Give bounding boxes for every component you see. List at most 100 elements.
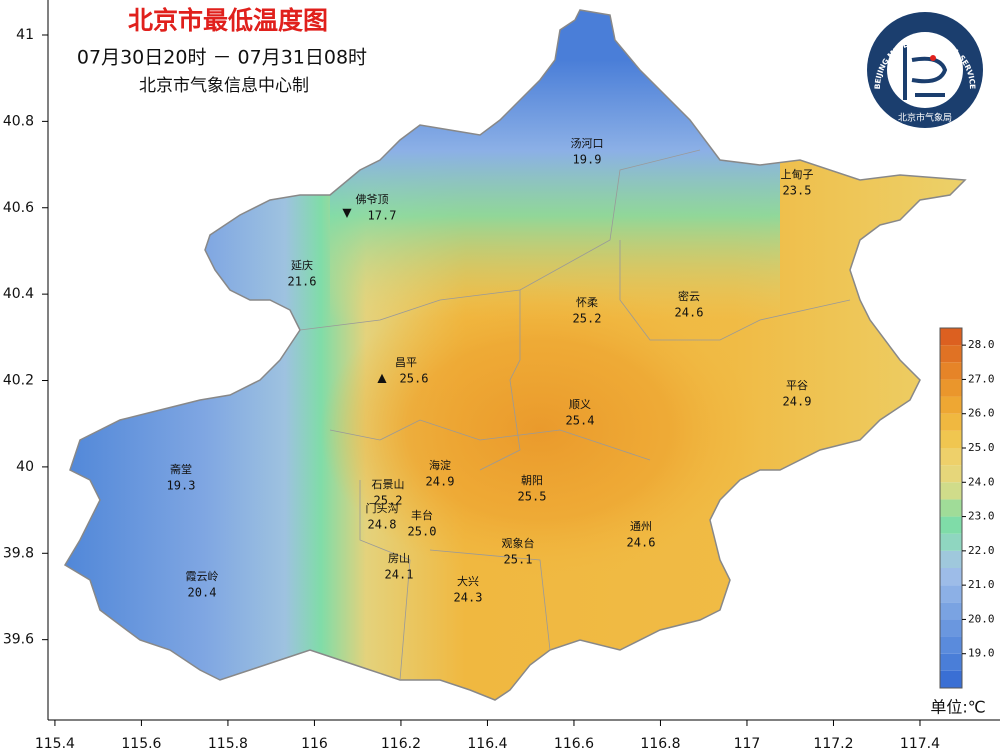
station-name: 门头沟 <box>366 501 399 515</box>
y-tick-label: 40.2 <box>3 373 34 389</box>
x-tick-label: 117.4 <box>900 736 940 752</box>
y-tick-label: 40.4 <box>3 286 34 302</box>
x-tick-label: 117.2 <box>813 736 853 752</box>
colorbar-segment <box>940 653 962 671</box>
station-value: 24.3 <box>454 591 483 605</box>
credit: 北京市气象信息中心制 <box>139 76 309 96</box>
station-value: 24.9 <box>426 475 455 489</box>
colorbar-segment <box>940 619 962 637</box>
colorbar-tick-label: 26.0 <box>968 407 995 420</box>
x-tick-label: 116.6 <box>554 736 594 752</box>
station-name: 朝阳 <box>521 474 543 487</box>
colorbar-segment <box>940 328 962 346</box>
district-lines <box>299 149 851 681</box>
unit: 单位:℃ <box>930 698 985 717</box>
station-name: 密云 <box>678 289 700 303</box>
colorbar-segment <box>940 636 962 654</box>
station-value: 25.2 <box>573 312 602 326</box>
colorbar-segment <box>940 499 962 517</box>
station-name: 霞云岭 <box>186 569 219 583</box>
station-name: 房山 <box>388 552 410 565</box>
y-tick-label: 40.8 <box>3 113 34 129</box>
colorbar-tick-label: 23.0 <box>968 510 995 523</box>
station-name: 观象台 <box>502 536 535 550</box>
colorbar-segment <box>940 550 962 568</box>
station-value: 20.4 <box>188 586 217 600</box>
station-name: 顺义 <box>569 398 591 411</box>
colorbar-segment <box>940 430 962 448</box>
colorbar-segment <box>940 533 962 551</box>
colorbar-segment <box>940 602 962 620</box>
x-tick-label: 115.8 <box>208 736 248 752</box>
station-name: 昌平 <box>395 356 417 369</box>
x-tick-label: 115.6 <box>121 736 161 752</box>
station-value: 25.2 <box>374 494 403 508</box>
x-tick-label: 115.4 <box>35 736 75 752</box>
station-name: 怀柔 <box>576 296 598 309</box>
station-name: 佛爷顶 <box>356 192 389 206</box>
logo: BEIJING METEOROLOGICAL SERVICE 北京市气象局 <box>867 12 983 128</box>
station-name: 大兴 <box>457 574 479 588</box>
station-name: 上甸子 <box>781 168 814 181</box>
colorbar-segment <box>940 465 962 483</box>
colorbar-segment <box>940 516 962 534</box>
station-name: 汤河口 <box>571 136 604 150</box>
x-tick-label: 117 <box>734 736 761 752</box>
colorbar-tick-label: 27.0 <box>968 372 995 385</box>
y-tick-label: 39.6 <box>3 632 34 648</box>
x-tick-label: 116.8 <box>640 736 680 752</box>
colorbar-segment <box>940 585 962 603</box>
colorbar-segment <box>940 413 962 431</box>
colorbar-segment <box>940 568 962 586</box>
colorbar-segment <box>940 670 962 688</box>
station-value: 21.6 <box>288 275 317 289</box>
station-name: 通州 <box>630 520 652 533</box>
y-tick-label: 41 <box>16 27 34 43</box>
colorbar-tick-label: 20.0 <box>968 612 995 625</box>
x-tick-label: 116.4 <box>467 736 507 752</box>
logo-name: 北京市气象局 <box>898 112 952 124</box>
colorbar-frame <box>939 327 963 689</box>
title: 北京市最低温度图 <box>128 6 328 35</box>
colorbar-segment <box>940 482 962 500</box>
station-name: 海淀 <box>429 458 451 472</box>
station-value: 25.4 <box>566 414 595 428</box>
max-marker: ▲ <box>377 371 387 385</box>
station-value: 25.5 <box>518 490 547 504</box>
station-value: 24.1 <box>385 568 414 582</box>
colorbar-tick-label: 22.0 <box>968 544 995 557</box>
station-value: 17.7 <box>368 209 397 223</box>
colorbar-tick-label: 21.0 <box>968 578 995 591</box>
colorbar-segment <box>940 448 962 466</box>
station-value: 19.3 <box>167 479 196 493</box>
station-value: 24.6 <box>675 306 704 320</box>
colorbar-tick-label: 24.0 <box>968 475 995 488</box>
y-tick-label: 39.8 <box>3 545 34 561</box>
colorbar-segment <box>940 396 962 414</box>
station-value: 24.8 <box>368 518 397 532</box>
colorbar-segment <box>940 379 962 397</box>
y-tick-label: 40.6 <box>3 200 34 216</box>
colorbar-tick-label: 28.0 <box>968 338 995 351</box>
colorbar-segment <box>940 345 962 363</box>
station-value: 23.5 <box>783 184 812 198</box>
x-tick-label: 116 <box>301 736 328 752</box>
station-name: 石景山 <box>372 478 405 491</box>
x-tick-label: 116.2 <box>381 736 421 752</box>
station-name: 平谷 <box>786 379 808 392</box>
station-value: 25.6 <box>400 372 429 386</box>
colorbar-tick-label: 25.0 <box>968 441 995 454</box>
station-value: 19.9 <box>573 153 602 167</box>
station-value: 25.1 <box>504 553 533 567</box>
colorbar-segment <box>940 362 962 380</box>
subtitle: 07月30日20时 － 07月31日08时 <box>77 47 367 69</box>
station-name: 斋堂 <box>170 462 192 476</box>
station-name: 丰台 <box>411 508 433 522</box>
station-name: 延庆 <box>291 258 313 272</box>
y-tick-label: 40 <box>16 459 34 475</box>
colorbar-tick-label: 19.0 <box>968 647 995 660</box>
station-value: 24.6 <box>627 536 656 550</box>
station-value: 24.9 <box>783 395 812 409</box>
